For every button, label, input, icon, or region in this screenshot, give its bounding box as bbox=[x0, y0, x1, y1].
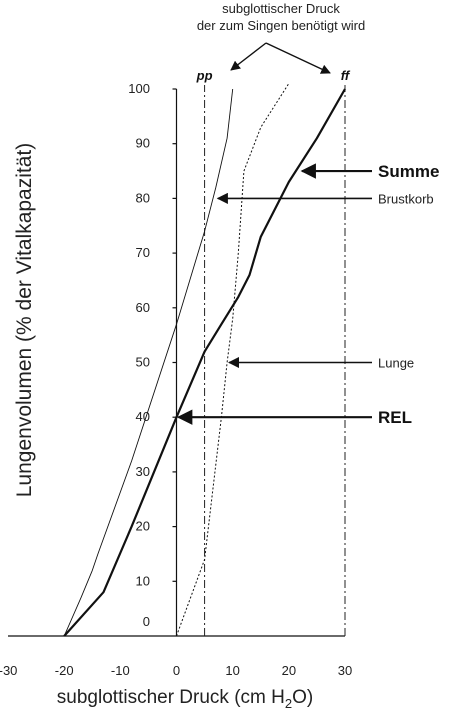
reference-label-ff: ff bbox=[341, 68, 351, 83]
reference-label-pp: pp bbox=[196, 68, 213, 83]
annotation-label-brustkorb: Brustkorb bbox=[378, 191, 434, 206]
x-axis-label: subglottischer Druck (cm H2O) bbox=[57, 687, 313, 711]
y-tick-label: 40 bbox=[136, 409, 150, 424]
x-axis-label-sub: 2 bbox=[285, 696, 292, 711]
annotations: Summe Brustkorb Lunge REL bbox=[176, 162, 439, 427]
x-axis-label-main: subglottischer Druck (cm H bbox=[57, 687, 285, 708]
caption-arrows bbox=[230, 42, 331, 74]
annotation-label-lunge: Lunge bbox=[378, 356, 414, 371]
caption-arrow-ff bbox=[265, 42, 331, 74]
annotation-label-summe: Summe bbox=[378, 162, 439, 181]
x-tick-label: 10 bbox=[225, 663, 239, 678]
x-tick-label: -30 bbox=[0, 663, 17, 678]
x-tick-label: -10 bbox=[111, 663, 130, 678]
y-tick-label: 10 bbox=[136, 573, 150, 588]
top-caption-line-2: der zum Singen benötigt wird bbox=[197, 18, 365, 33]
series-line-lunge bbox=[176, 83, 290, 637]
y-tick-label: 100 bbox=[128, 81, 150, 96]
x-tick-label: -20 bbox=[55, 663, 74, 678]
x-tick-label: 20 bbox=[282, 663, 296, 678]
y-tick-label: 60 bbox=[136, 300, 150, 315]
series-line-brustkorb bbox=[63, 88, 234, 637]
top-caption-line-1: subglottischer Druck bbox=[222, 1, 340, 16]
series-line-summe bbox=[63, 88, 346, 637]
x-tick-label: 0 bbox=[173, 663, 180, 678]
tick-labels: -30 -20 -10 0 10 20 30 0 10 20 30 40 50 60 70 80 90 100 bbox=[0, 81, 352, 678]
reference-lines: pp ff bbox=[196, 68, 351, 636]
series-lines bbox=[63, 83, 346, 637]
y-tick-label: 70 bbox=[136, 245, 150, 260]
y-tick-label: 30 bbox=[136, 464, 150, 479]
y-axis-label: Lungenvolumen (% der Vitalkapazität) bbox=[13, 143, 36, 498]
y-tick-label: 90 bbox=[136, 136, 150, 151]
x-axis-label-end: O) bbox=[292, 687, 313, 708]
caption-arrow-pp bbox=[230, 42, 267, 71]
annotation-label-rel: REL bbox=[378, 408, 412, 427]
y-tick-label: 0 bbox=[143, 614, 150, 629]
y-tick-label: 50 bbox=[136, 355, 150, 370]
y-tick-label: 80 bbox=[136, 190, 150, 205]
x-tick-label: 30 bbox=[338, 663, 352, 678]
y-tick-label: 20 bbox=[136, 519, 150, 534]
